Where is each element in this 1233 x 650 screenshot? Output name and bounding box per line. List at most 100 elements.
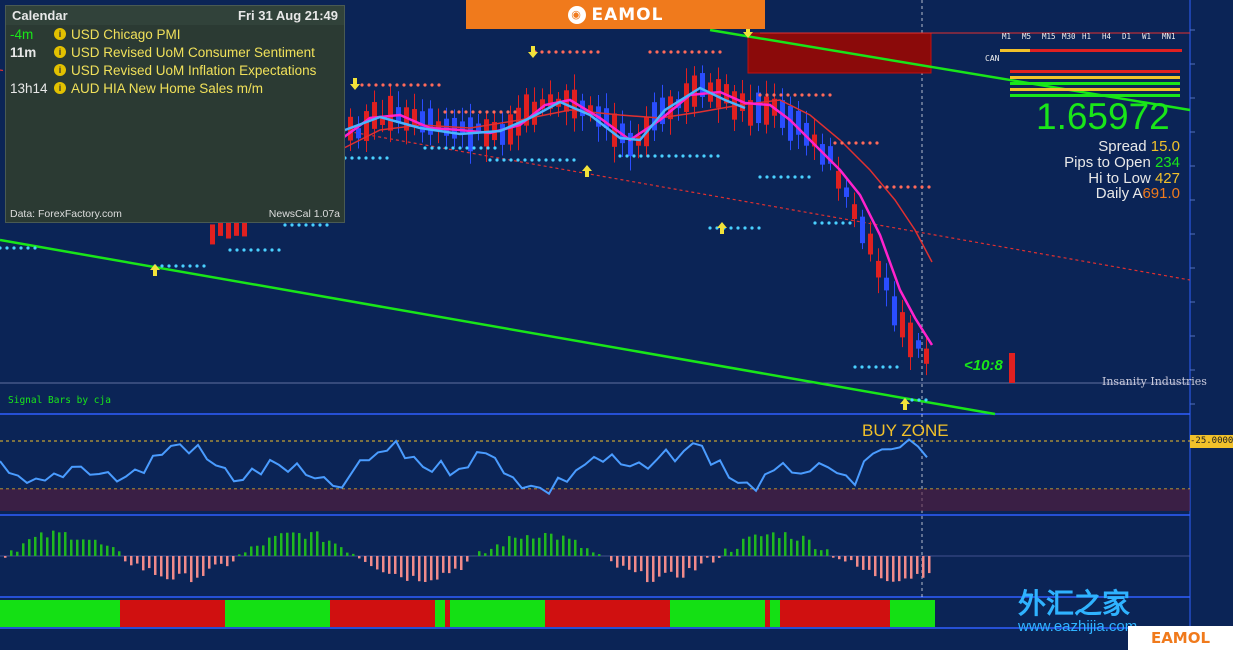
histogram-bar-positive bbox=[274, 535, 277, 556]
resistance-dot bbox=[669, 50, 673, 54]
histogram-bar-positive bbox=[70, 539, 73, 556]
signal-strip-cell bbox=[815, 600, 820, 627]
support-dot bbox=[290, 223, 294, 227]
pips-to-open-line: Pips to Open 234 bbox=[1040, 154, 1180, 171]
support-dot bbox=[827, 221, 831, 225]
support-dot bbox=[263, 248, 267, 252]
histogram bbox=[4, 530, 931, 583]
signal-strip-cell bbox=[120, 600, 125, 627]
support-dot bbox=[277, 248, 281, 252]
resistance-dot bbox=[464, 110, 468, 114]
candle-body bbox=[420, 111, 425, 133]
buy-arrow-icon bbox=[717, 222, 727, 234]
histogram-bar-positive bbox=[52, 530, 55, 556]
resistance-dot bbox=[554, 50, 558, 54]
support-dot bbox=[639, 154, 643, 158]
support-dot bbox=[451, 146, 455, 150]
signal-strip-cell bbox=[295, 600, 300, 627]
resistance-dot bbox=[847, 141, 851, 145]
calendar-event[interactable]: -4m i USD Chicago PMI bbox=[6, 25, 344, 43]
candle-body bbox=[652, 102, 657, 131]
support-dot bbox=[242, 248, 246, 252]
resistance-dot bbox=[854, 141, 858, 145]
signal-strip-cell bbox=[105, 600, 110, 627]
histogram-bar-positive bbox=[814, 549, 817, 556]
watermark-chinese: 外汇之家 bbox=[1018, 587, 1131, 620]
histogram-bar-negative bbox=[202, 556, 205, 576]
event-title: AUD HIA New Home Sales m/m bbox=[71, 80, 264, 96]
signal-strip-cell bbox=[380, 600, 385, 627]
brand-bottom-logo: EAMOL bbox=[1128, 626, 1233, 650]
support-dot bbox=[924, 398, 928, 402]
support-dot bbox=[437, 146, 441, 150]
calendar-event[interactable]: 13h14 i AUD HIA New Home Sales m/m bbox=[6, 79, 344, 97]
histogram-bar-negative bbox=[670, 556, 673, 572]
hilo-value: 427 bbox=[1154, 170, 1180, 187]
histogram-bar-positive bbox=[100, 544, 103, 556]
news-calendar-panel[interactable]: Calendar Fri 31 Aug 21:49 -4m i USD Chic… bbox=[5, 5, 345, 223]
histogram-bar-negative bbox=[4, 556, 7, 558]
candle-body bbox=[412, 109, 417, 127]
signal-strip-cell bbox=[320, 600, 325, 627]
histogram-bar-positive bbox=[538, 537, 541, 556]
resistance-dot bbox=[402, 83, 406, 87]
signal-strip-cell bbox=[80, 600, 85, 627]
calendar-event[interactable]: 11m i USD Revised UoM Consumer Sentiment bbox=[6, 43, 344, 61]
resistance-dot bbox=[367, 83, 371, 87]
resistance-dot bbox=[807, 93, 811, 97]
histogram-bar-positive bbox=[112, 547, 115, 556]
signal-strip-cell bbox=[485, 600, 490, 627]
signal-strip-cell bbox=[750, 600, 755, 627]
histogram-bar-positive bbox=[238, 554, 241, 556]
signal-strip-cell bbox=[160, 600, 165, 627]
signal-strip-cell bbox=[845, 600, 850, 627]
candle-body bbox=[356, 128, 361, 139]
resistance-dot bbox=[800, 93, 804, 97]
daily-label: Daily A bbox=[1095, 185, 1143, 202]
price-axis bbox=[1190, 29, 1195, 405]
signal-strip-cell bbox=[170, 600, 175, 627]
candle-body bbox=[804, 122, 809, 146]
signal-strip-cell bbox=[40, 600, 45, 627]
signal-strip-cell bbox=[745, 600, 750, 627]
sell-arrow-icon bbox=[528, 46, 538, 58]
histogram-bar-positive bbox=[346, 552, 349, 556]
calendar-footer: Data: ForexFactory.com NewsCal 1.07a bbox=[10, 208, 340, 220]
support-dot bbox=[488, 158, 492, 162]
histogram-bar-negative bbox=[682, 556, 685, 578]
histogram-bar-negative bbox=[622, 556, 625, 566]
signal-arrows bbox=[150, 26, 910, 410]
support-dot bbox=[283, 223, 287, 227]
histogram-bar-negative bbox=[688, 556, 691, 569]
signal-strip-cell bbox=[850, 600, 855, 627]
histogram-bar-positive bbox=[526, 535, 529, 556]
signal-strip-cell bbox=[240, 600, 245, 627]
histogram-bar-negative bbox=[394, 556, 397, 574]
signal-strip-cell bbox=[425, 600, 430, 627]
resistance-dot bbox=[540, 50, 544, 54]
histogram-bar-positive bbox=[520, 538, 523, 556]
timeframe-label: D1 bbox=[1122, 32, 1132, 41]
histogram-bar-negative bbox=[856, 556, 859, 567]
candle-body bbox=[476, 123, 481, 133]
histogram-bar-positive bbox=[508, 536, 511, 556]
histogram-bar-positive bbox=[82, 539, 85, 556]
support-dot bbox=[465, 146, 469, 150]
resistance-dot bbox=[875, 141, 879, 145]
candle-body bbox=[660, 97, 665, 125]
event-title: USD Chicago PMI bbox=[71, 26, 181, 42]
calendar-event[interactable]: i USD Revised UoM Inflation Expectations bbox=[6, 61, 344, 79]
spread-label: Spread bbox=[1098, 138, 1147, 155]
signal-strip-cell bbox=[710, 600, 715, 627]
signal-strip-cell bbox=[880, 600, 885, 627]
histogram-bar-positive bbox=[550, 533, 553, 556]
support-dot bbox=[688, 154, 692, 158]
histogram-bar-negative bbox=[658, 556, 661, 577]
histogram-bar-negative bbox=[454, 556, 457, 569]
candle-body bbox=[812, 134, 817, 147]
resistance-dot bbox=[718, 50, 722, 54]
signal-strip-cell bbox=[5, 600, 10, 627]
signal-strip-cell bbox=[885, 600, 890, 627]
